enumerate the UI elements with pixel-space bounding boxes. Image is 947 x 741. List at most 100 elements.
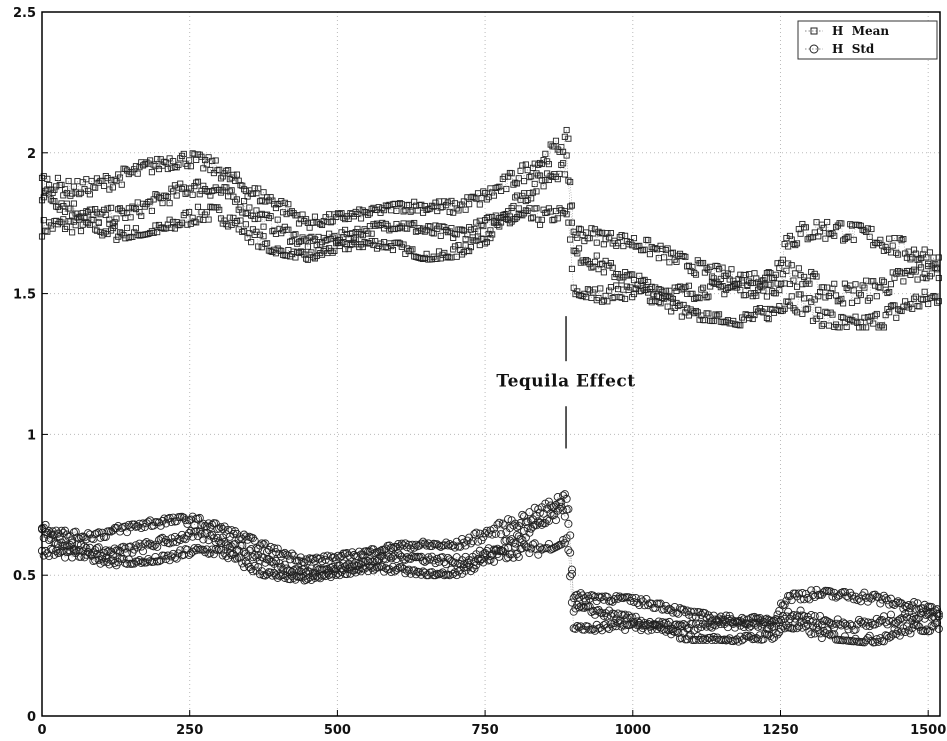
- data-point-square: [774, 260, 781, 267]
- data-point-square: [186, 208, 193, 216]
- series-connector: [279, 228, 282, 234]
- series-connector: [931, 264, 934, 274]
- series-connector: [779, 283, 782, 291]
- data-point-square: [109, 184, 116, 191]
- data-point-square: [223, 167, 230, 174]
- series-connector: [647, 282, 651, 290]
- series-connector: [144, 162, 147, 165]
- data-point-square: [260, 223, 267, 230]
- series-connector: [725, 273, 729, 276]
- series-connector: [277, 248, 280, 251]
- series-connector: [571, 268, 575, 288]
- data-point-square: [352, 236, 359, 243]
- series-connector: [210, 190, 213, 196]
- series-connector: [344, 229, 348, 235]
- data-point-square: [255, 243, 262, 250]
- series-connector: [851, 290, 855, 303]
- data-point-square: [634, 281, 641, 288]
- series-h-mean: [38, 126, 942, 331]
- series-connector: [564, 129, 567, 137]
- data-point-square: [769, 288, 776, 295]
- data-point-square: [524, 196, 531, 203]
- series-connector: [204, 159, 208, 165]
- series-connector: [103, 176, 107, 186]
- series-connector: [912, 269, 915, 272]
- series-connector: [134, 207, 137, 210]
- series-connector: [148, 201, 151, 203]
- series-connector: [66, 180, 69, 194]
- series-connector: [736, 278, 739, 284]
- series-connector: [747, 274, 750, 285]
- data-point-square: [288, 208, 295, 215]
- data-point-square: [377, 240, 384, 247]
- data-point-square: [836, 324, 843, 331]
- data-point-square: [409, 246, 416, 253]
- data-point-square: [253, 207, 260, 214]
- data-point-square: [632, 243, 639, 250]
- data-point-square: [109, 224, 116, 232]
- series-connector: [158, 159, 162, 170]
- series-connector: [548, 175, 551, 181]
- series-connector: [47, 178, 50, 186]
- data-point-square: [700, 259, 707, 267]
- data-point-square: [425, 223, 432, 230]
- data-point-square: [76, 191, 83, 198]
- data-point-square: [193, 179, 200, 186]
- data-point-square: [925, 300, 932, 308]
- data-point-square: [382, 220, 389, 227]
- series-connector: [654, 287, 658, 297]
- data-point-square: [81, 214, 88, 221]
- data-point-square: [122, 165, 129, 173]
- data-point-square: [529, 189, 536, 196]
- data-point-square: [301, 218, 308, 225]
- series-connector: [234, 199, 238, 202]
- data-point-square: [178, 152, 186, 159]
- series-connector: [800, 275, 803, 285]
- series-connector: [300, 237, 303, 242]
- series-connector: [910, 304, 913, 309]
- data-point-square: [792, 242, 799, 249]
- data-point-square: [92, 184, 99, 191]
- series-connector: [468, 246, 472, 252]
- data-point-square: [723, 272, 730, 279]
- data-point-square: [118, 230, 125, 237]
- data-point-square: [857, 291, 864, 299]
- series-connector: [770, 308, 773, 311]
- data-point-square: [239, 228, 246, 235]
- series-connector: [238, 207, 241, 210]
- series-connector: [766, 317, 769, 320]
- series-connector: [401, 244, 404, 247]
- data-point-square: [159, 200, 166, 207]
- series-connector: [165, 162, 169, 170]
- data-point-square: [774, 280, 781, 287]
- series-connector: [73, 203, 76, 214]
- data-point-square: [113, 215, 120, 222]
- series-connector: [339, 212, 342, 215]
- data-point-square: [607, 260, 614, 267]
- data-point-square: [856, 290, 863, 297]
- series-connector: [545, 173, 548, 181]
- series-connector: [488, 233, 491, 239]
- series-connector: [75, 181, 78, 193]
- series-connector: [869, 316, 872, 321]
- data-point-square: [189, 191, 196, 198]
- data-point-square: [482, 190, 489, 197]
- data-point-square: [735, 275, 742, 283]
- data-point-square: [818, 322, 825, 329]
- data-point-square: [260, 189, 267, 196]
- series-connector: [181, 153, 185, 157]
- series-connector: [355, 211, 358, 215]
- series-connector: [192, 153, 195, 155]
- data-point-square: [788, 293, 795, 300]
- data-point-square: [115, 206, 122, 213]
- series-connector: [431, 256, 434, 260]
- data-point-square: [563, 211, 570, 218]
- data-point-square: [225, 223, 232, 230]
- data-point-square: [303, 216, 310, 223]
- data-point-square: [542, 150, 549, 157]
- data-point-square: [609, 295, 616, 302]
- data-point-square: [359, 207, 366, 214]
- series-connector: [445, 229, 449, 233]
- series-connector: [687, 265, 690, 267]
- series-connector: [656, 249, 660, 259]
